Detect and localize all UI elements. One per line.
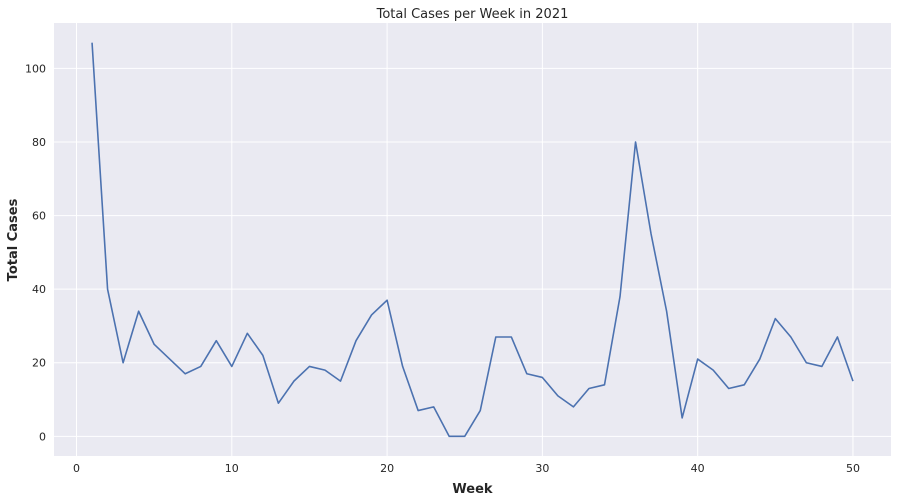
- y-tick-label: 0: [39, 430, 46, 443]
- x-tick-label: 50: [846, 462, 860, 475]
- series-line: [91, 42, 854, 438]
- y-tick-label: 20: [32, 357, 46, 370]
- x-tick-label: 40: [691, 462, 705, 475]
- x-tick-labels: 0 10 20 30 40 50: [73, 462, 860, 475]
- x-tick-label: 30: [535, 462, 549, 475]
- series-group: [91, 42, 854, 438]
- x-axis-label: Week: [452, 482, 493, 497]
- y-tick-labels: 0 20 40 60 80 100: [25, 62, 46, 443]
- y-tick-label: 100: [25, 62, 46, 75]
- chart-title: Total Cases per Week in 2021: [376, 7, 569, 22]
- y-axis-label: Total Cases: [6, 198, 21, 281]
- x-tick-label: 10: [225, 462, 239, 475]
- y-tick-label: 40: [32, 283, 46, 296]
- plot-background: [54, 23, 891, 456]
- y-tick-label: 60: [32, 210, 46, 223]
- x-tick-label: 20: [380, 462, 394, 475]
- gridlines: [54, 23, 891, 456]
- y-tick-label: 80: [32, 136, 46, 149]
- x-tick-label: 0: [73, 462, 80, 475]
